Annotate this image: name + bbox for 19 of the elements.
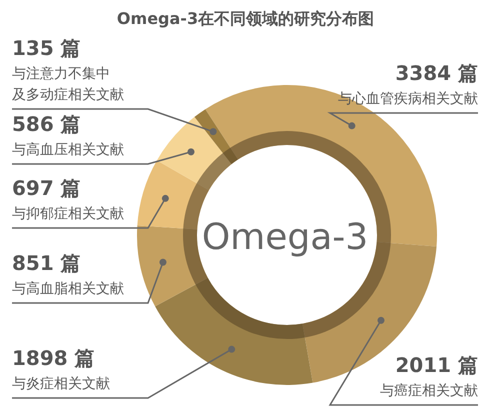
data-label: 135 篇 xyxy=(12,36,81,60)
slice-label: 与癌症相关文献 xyxy=(380,383,478,399)
slice-label: 与高血脂相关文献 xyxy=(12,281,124,297)
slice-label: 与高血压相关文献 xyxy=(12,142,124,158)
text: Omega-3 xyxy=(202,217,368,258)
donut-slice xyxy=(156,116,232,190)
data-label: 586 篇 xyxy=(12,112,81,136)
data-label: 1898 篇 xyxy=(12,346,95,370)
donut-slice xyxy=(194,109,238,164)
slice-label: 与炎症相关文献 xyxy=(12,376,110,392)
data-label: 697 篇 xyxy=(12,176,81,200)
donut-slice xyxy=(155,278,313,385)
chart-title: Omega-3在不同领域的研究分布图 xyxy=(116,9,374,28)
data-label: 3384 篇 xyxy=(395,61,478,85)
data-label: 2011 篇 xyxy=(395,353,478,377)
slice-label: 与注意力不集中及多动症相关文献 xyxy=(12,66,124,103)
data-label: 851 篇 xyxy=(12,251,81,275)
slice-label: 与心血管疾病相关文献 xyxy=(338,91,478,107)
slice-label: 与抑郁症相关文献 xyxy=(12,206,124,222)
